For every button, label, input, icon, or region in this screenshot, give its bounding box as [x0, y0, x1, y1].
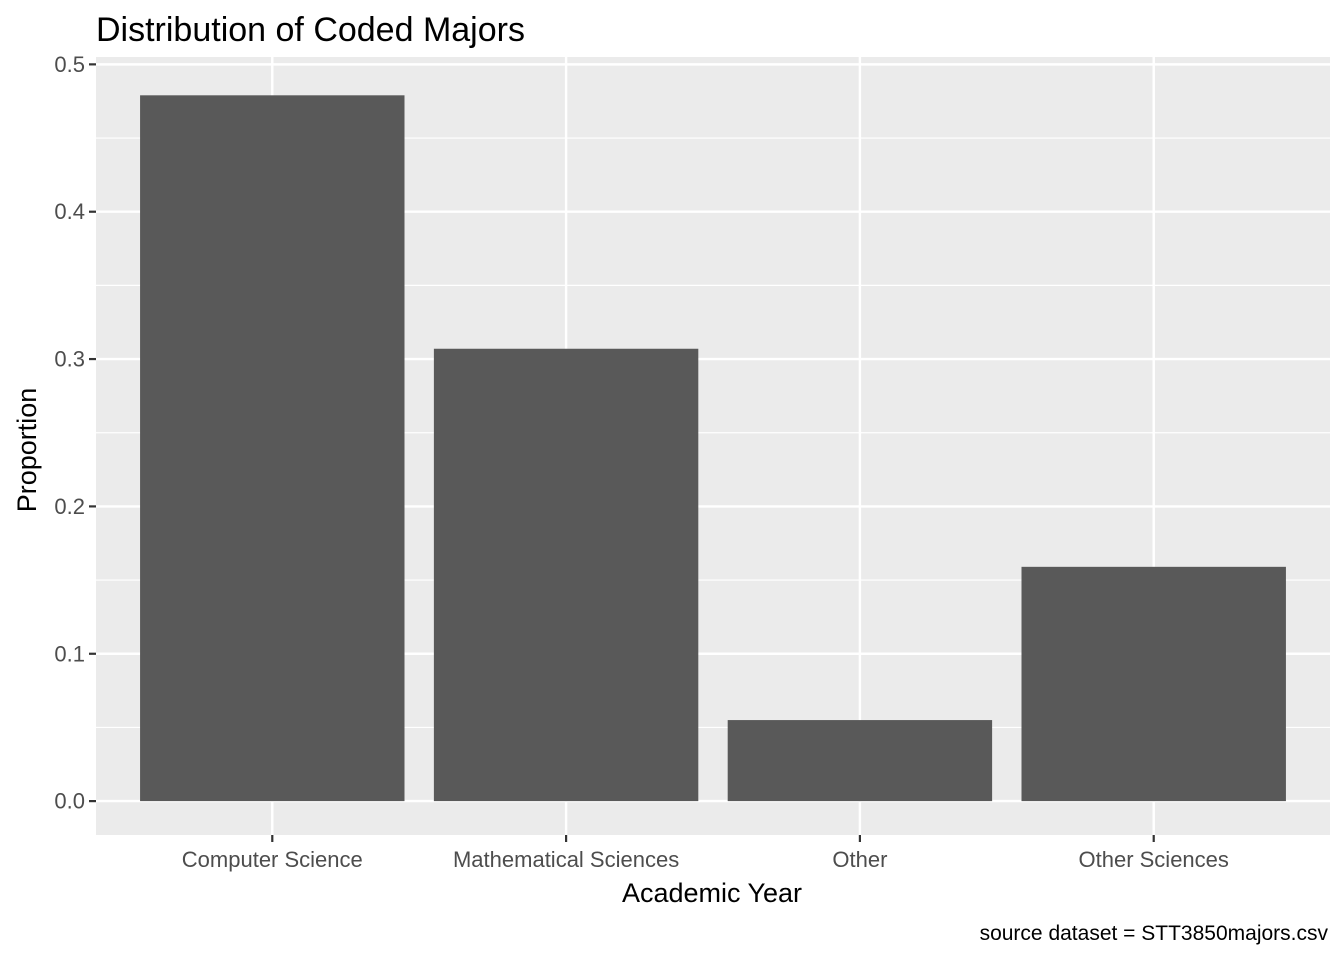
x-tick-label: Other — [832, 847, 887, 872]
chart-caption: source dataset = STT3850majors.csv — [980, 922, 1329, 945]
x-tick-label: Computer Science — [182, 847, 363, 872]
y-axis-title: Proportion — [12, 388, 42, 513]
x-axis: Computer Science Mathematical Sciences Oth… — [182, 835, 1229, 872]
chart-title: Distribution of Coded Majors — [96, 11, 525, 49]
x-tick-label: Mathematical Sciences — [453, 847, 679, 872]
bar — [140, 95, 405, 802]
y-tick-label: 0.1 — [54, 641, 85, 666]
x-tick-label: Other Sciences — [1079, 847, 1229, 872]
y-axis: 0.0 0.1 0.2 0.3 0.4 0.5 — [54, 52, 96, 814]
bar — [433, 348, 699, 802]
y-tick-label: 0.3 — [54, 347, 85, 372]
x-axis-title: Academic Year — [622, 878, 802, 908]
y-tick-label: 0.2 — [54, 494, 85, 519]
bar — [1021, 566, 1286, 802]
y-tick-label: 0.5 — [54, 52, 85, 77]
bar — [727, 720, 993, 802]
y-tick-label: 0.4 — [54, 199, 85, 224]
y-tick-label: 0.0 — [54, 789, 85, 814]
bars — [140, 95, 1286, 802]
